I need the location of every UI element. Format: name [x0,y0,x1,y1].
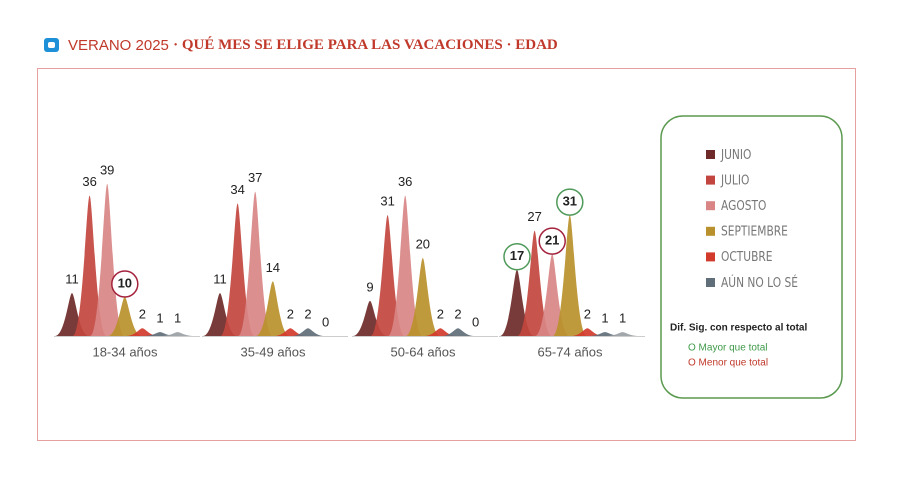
value-label: 11 [213,272,227,287]
peak [588,332,622,336]
value-label: 2 [437,307,444,322]
value-label: 2 [304,307,311,322]
value-label: 9 [366,279,373,294]
value-label: 2 [139,307,146,322]
value-label: 31 [380,194,394,209]
value-label: 34 [230,182,244,197]
value-label: 17 [510,248,524,263]
value-label: 31 [563,194,577,209]
chart-frame [37,68,856,441]
x-tick-label: 50-64 años [390,344,456,359]
value-label: 0 [322,314,329,329]
legend-swatch [706,252,715,262]
value-label: 14 [266,260,280,275]
value-label: 20 [416,236,430,251]
note-higher: O Mayor que total [688,343,767,354]
title-main: VERANO 2025 [68,37,169,54]
peak [517,230,552,336]
legend-swatch [706,278,715,287]
legend-swatch [706,226,715,236]
value-label: 1 [601,311,608,326]
value-label: 1 [156,311,163,326]
peak [388,195,423,336]
legend-label: AGOSTO [721,198,766,213]
peak [405,258,440,336]
title-icon-inner [48,42,55,48]
peak [605,332,640,336]
x-tick-label: 18-34 años [92,344,158,359]
peak [143,332,177,336]
peak [552,215,587,336]
value-label: 2 [287,307,294,322]
value-label: 39 [100,162,114,177]
chart-title: VERANO 2025 · QUÉ MES SE ELIGE PARA LAS … [68,36,558,54]
peak [423,328,458,336]
value-label: 2 [584,307,591,322]
value-label: 27 [527,209,541,224]
value-label: 37 [248,170,262,185]
value-label: 1 [174,311,181,326]
peak [441,328,475,336]
x-tick-label: 35-49 años [240,344,306,359]
peak [238,191,273,336]
value-label: 10 [118,275,132,290]
peak [160,332,195,336]
value-label: 0 [472,314,479,329]
value-label: 11 [65,272,79,287]
x-tick-label: 65-74 años [537,344,603,359]
peak [90,183,125,336]
legend-box [660,115,843,399]
significance-circle [538,227,566,255]
peak [570,328,605,336]
peak [273,328,308,336]
peak [125,328,160,336]
significance-circle [503,242,531,271]
value-label: 1 [619,311,626,326]
note-title: Dif. Sig. con respecto al total [670,323,807,334]
legend-label: AÚN NO LO SÉ [721,274,798,290]
chart-subtitle: · QUÉ MES SE ELIGE PARA LAS VACACIONES ·… [173,36,558,53]
value-label: 36 [398,174,412,189]
legend-label: OCTUBRE [721,249,773,264]
legend-label: JUNIO [720,147,751,162]
legend-swatch [706,201,715,211]
significance-circle [111,270,139,298]
peak [107,297,142,336]
peak [255,281,290,336]
legend-label: JULIO [720,172,749,187]
legend-label: SEPTIEMBRE [721,224,788,239]
significance-circle [556,188,584,216]
legend-swatch [706,175,715,185]
value-label: 2 [454,307,461,322]
legend-swatch [706,150,715,159]
value-label: 36 [82,174,96,189]
value-label: 21 [545,233,559,248]
note-lower: O Menor que total [688,358,768,369]
peak [291,328,325,336]
